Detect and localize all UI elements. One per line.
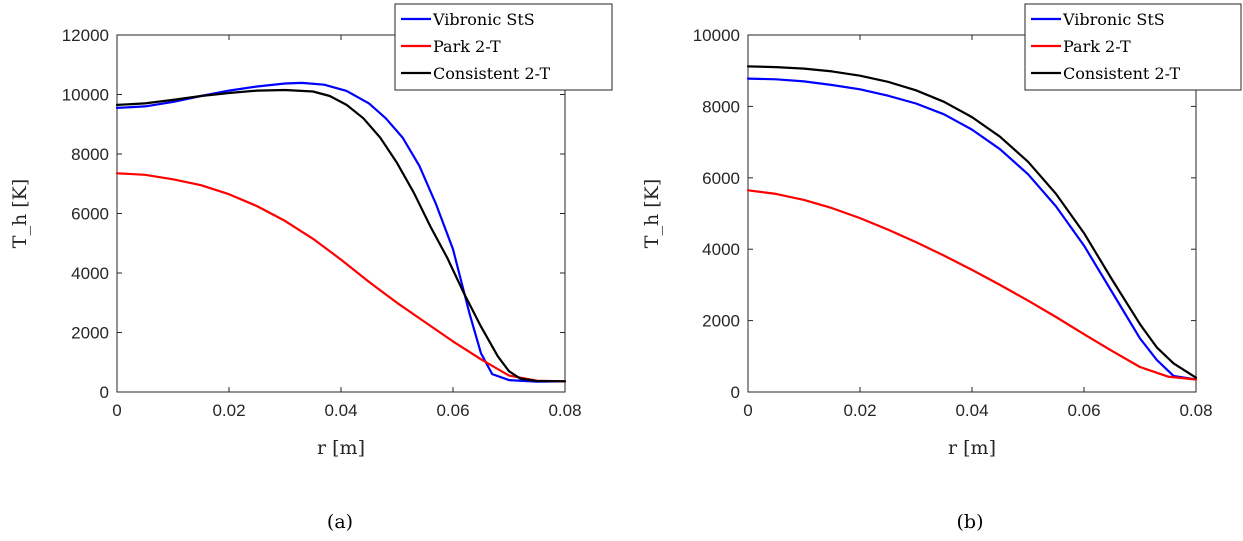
y-tick-label: 2000 bbox=[71, 324, 109, 343]
series-line-1 bbox=[746, 189, 1198, 381]
legend-label-2: Consistent 2-T bbox=[1063, 64, 1180, 83]
y-tick-label: 6000 bbox=[71, 205, 109, 224]
y-tick-label: 12000 bbox=[62, 26, 109, 45]
x-tick-label: 0.04 bbox=[955, 401, 988, 420]
x-axis-label: r [m] bbox=[317, 437, 365, 459]
legend-box bbox=[394, 3, 613, 91]
x-tick-label: 0.02 bbox=[212, 401, 245, 420]
y-tick-label: 4000 bbox=[702, 240, 740, 259]
x-tick-label: 0 bbox=[112, 401, 121, 420]
legend-label-0: Vibronic StS bbox=[1062, 10, 1165, 29]
series-line-2 bbox=[115, 88, 567, 383]
legend-label-0: Vibronic StS bbox=[432, 10, 535, 29]
x-tick-label: 0.04 bbox=[324, 401, 357, 420]
y-axis-label: T_h [K] bbox=[641, 179, 663, 248]
series-line-1 bbox=[115, 172, 567, 383]
series-line-0 bbox=[746, 77, 1198, 381]
y-tick-label: 8000 bbox=[702, 97, 740, 116]
y-tick-label: 8000 bbox=[71, 145, 109, 164]
y-tick-label: 10000 bbox=[62, 86, 109, 105]
chart-panel-a: 0 0.02 0.04 0.06 0.08 0 2000 4000 6000 8000 10000 1… bbox=[9, 3, 613, 533]
series-line-0 bbox=[115, 81, 567, 383]
y-tick-label: 2000 bbox=[702, 312, 740, 331]
x-axis-label: r [m] bbox=[948, 437, 996, 459]
y-tick-label: 6000 bbox=[702, 169, 740, 188]
y-axis-label: T_h [K] bbox=[9, 179, 31, 248]
legend-label-1: Park 2-T bbox=[1063, 37, 1131, 56]
x-tick-label: 0.08 bbox=[1179, 401, 1212, 420]
y-tick-label: 4000 bbox=[71, 264, 109, 283]
panel-caption: (a) bbox=[327, 511, 353, 533]
panel-caption: (b) bbox=[957, 511, 984, 533]
y-tick-label: 10000 bbox=[693, 26, 740, 45]
legend-label-1: Park 2-T bbox=[433, 37, 501, 56]
legend: Vibronic StS Park 2-T Consistent 2-T bbox=[394, 3, 613, 91]
x-tick-label: 0.02 bbox=[843, 401, 876, 420]
chart-panel-b: 0 0.02 0.04 0.06 0.08 0 2000 4000 6000 8000 10000 r… bbox=[641, 3, 1242, 533]
series-line-2 bbox=[746, 65, 1198, 379]
x-tick-label: 0.08 bbox=[548, 401, 581, 420]
legend: Vibronic StS Park 2-T Consistent 2-T bbox=[1024, 3, 1242, 91]
y-tick-label: 0 bbox=[100, 383, 109, 402]
legend-label-2: Consistent 2-T bbox=[433, 64, 550, 83]
x-tick-label: 0 bbox=[743, 401, 752, 420]
y-tick-label: 0 bbox=[731, 383, 740, 402]
x-tick-label: 0.06 bbox=[1067, 401, 1100, 420]
x-tick-label: 0.06 bbox=[436, 401, 469, 420]
